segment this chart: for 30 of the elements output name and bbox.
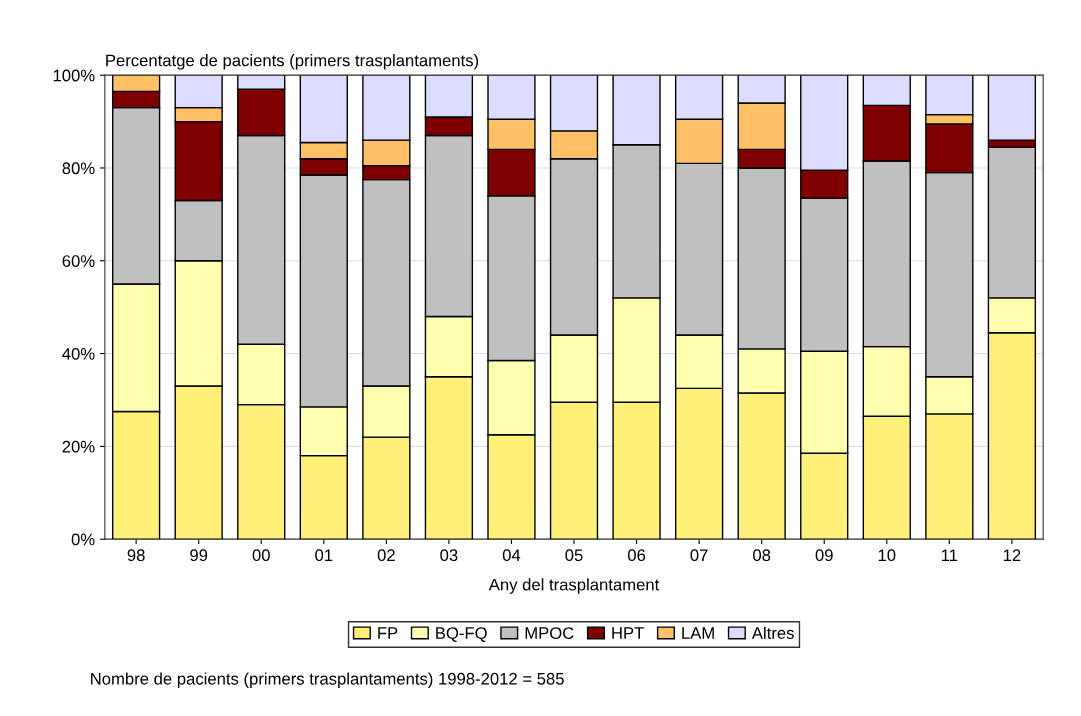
x-tick-label: 01 [315,549,333,562]
legend-label: HPT [612,627,644,639]
x-tick-label: 06 [627,549,646,562]
x-tick-label: 03 [440,549,458,562]
x-tick-label: 08 [753,549,771,562]
x-axis-title: Any del trasplantament [488,578,660,594]
x-tick-label: 12 [1003,549,1021,561]
y-tick-label: 20% [62,440,95,453]
x-tick-label: 10 [878,549,896,562]
y-tick-label: 80% [62,162,95,175]
text: Nombre de pacients (primers trasplantaments) 1998-2012 = 585 [91,672,564,688]
y-tick-label: 40% [62,347,95,360]
legend-label: BQ-FQ [436,627,487,642]
x-tick-label: 98 [127,549,145,562]
y-tick-label: 60% [62,255,95,267]
legend-label: LAM [682,627,714,639]
x-tick-label: 11 [941,549,958,561]
x-tick-label: 05 [565,549,583,562]
y-tick-label: 100% [53,69,95,82]
x-tick-label: 04 [502,549,521,562]
x-tick-label: 00 [252,549,270,562]
legend-label: Altres [751,626,794,639]
y-tick-label: 0% [71,533,95,546]
y-axis-title: Percentatge de pacients (primers trasplantaments) [106,54,479,70]
x-tick-label: 07 [690,549,708,562]
x-tick-label: 99 [190,549,208,562]
legend-label: FP [378,627,398,639]
x-tick-label: 09 [815,549,833,562]
legend-label: MPOC [525,627,574,639]
x-tick-label: 02 [377,549,395,562]
